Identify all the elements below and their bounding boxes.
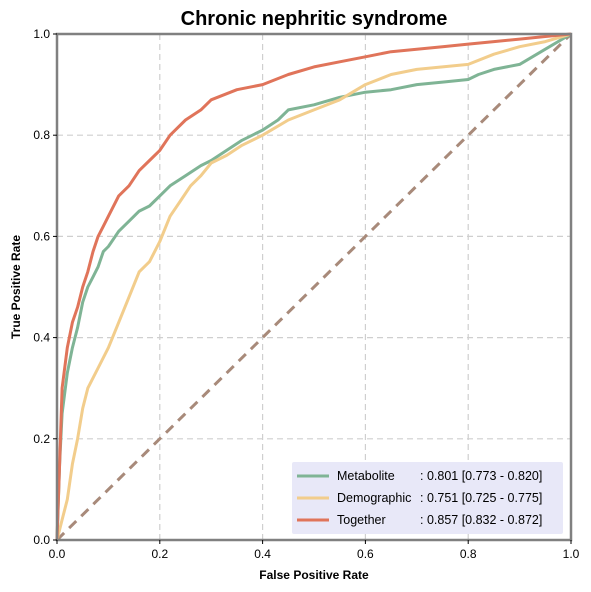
y-tick-label-3: 0.6 xyxy=(33,229,50,243)
legend-label-metabolite: Metabolite xyxy=(337,469,395,483)
y-tick-label-2: 0.4 xyxy=(33,331,50,345)
gridlines xyxy=(57,34,571,540)
x-tick-label-1: 0.2 xyxy=(151,547,168,561)
series-line-metabolite xyxy=(55,32,572,541)
y-tick-label-5: 1.0 xyxy=(33,27,50,41)
series-line-demographic xyxy=(55,32,572,541)
x-axis-label: False Positive Rate xyxy=(259,568,369,582)
y-axis-ticks: 0.0 0.2 0.4 0.6 0.8 1.0 xyxy=(33,27,57,547)
x-axis-ticks: 0.0 0.2 0.4 0.6 0.8 1.0 xyxy=(49,540,580,561)
series-line-together xyxy=(55,32,572,541)
x-tick-label-2: 0.4 xyxy=(254,547,271,561)
legend-label-together: Together xyxy=(337,513,386,527)
legend-auc-together: : 0.857 [0.832 - 0.872] xyxy=(420,513,542,527)
y-axis-label: True Positive Rate xyxy=(9,235,23,339)
legend-box xyxy=(292,462,563,534)
y-tick-label-1: 0.2 xyxy=(33,432,50,446)
legend-auc-demographic: : 0.751 [0.725 - 0.775] xyxy=(420,491,542,505)
legend-label-demographic: Demographic xyxy=(337,491,411,505)
x-tick-label-0: 0.0 xyxy=(49,547,66,561)
chart-title: Chronic nephritic syndrome xyxy=(181,8,448,30)
x-tick-label-5: 1.0 xyxy=(563,547,580,561)
legend-auc-metabolite: : 0.801 [0.773 - 0.820] xyxy=(420,469,542,483)
roc-curves xyxy=(55,32,572,541)
x-tick-label-4: 0.8 xyxy=(460,547,477,561)
legend: Metabolite : 0.801 [0.773 - 0.820] Demogra… xyxy=(292,462,563,534)
y-tick-label-4: 0.8 xyxy=(33,128,50,142)
x-tick-label-3: 0.6 xyxy=(357,547,374,561)
chance-diagonal xyxy=(55,32,573,542)
plot-frame xyxy=(55,32,573,542)
y-tick-label-0: 0.0 xyxy=(33,533,50,547)
